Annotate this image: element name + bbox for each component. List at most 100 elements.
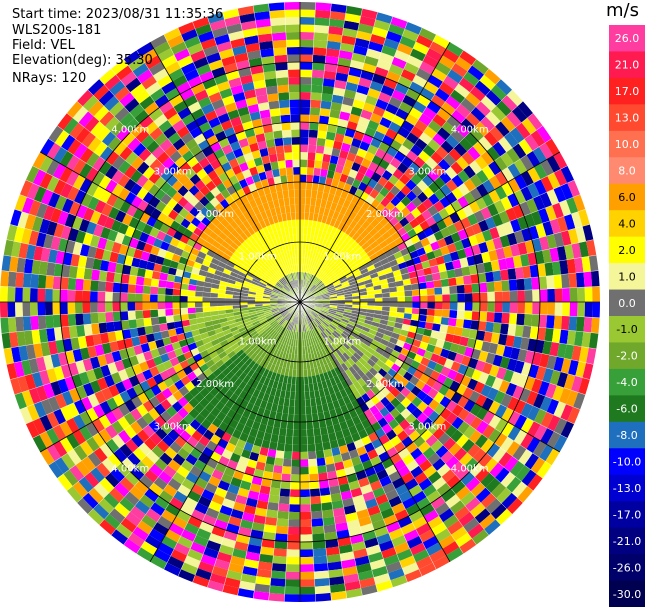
range-gate-cell — [296, 279, 299, 288]
colorbar-tick-label: 0.0 — [618, 297, 636, 310]
range-gate-cell — [241, 332, 250, 339]
range-gate-cell — [293, 272, 297, 280]
range-gate-cell — [288, 291, 295, 297]
range-gate-cell — [159, 272, 168, 281]
range-gate-cell — [348, 229, 357, 238]
range-gate-cell — [259, 358, 267, 367]
range-gate-cell — [463, 71, 480, 87]
range-gate-cell — [82, 290, 91, 302]
range-gate-cell — [194, 151, 206, 163]
range-gate-cell — [53, 263, 63, 277]
range-gate-cell — [273, 332, 280, 340]
range-gate-cell — [259, 330, 267, 338]
range-gate-cell — [275, 145, 285, 154]
range-gate-cell — [224, 214, 234, 224]
range-gate-cell — [167, 383, 179, 395]
range-gate-cell — [160, 330, 170, 339]
range-gate-cell — [57, 473, 73, 491]
range-gate-cell — [388, 281, 397, 288]
range-gate-cell — [276, 518, 289, 527]
range-gate-cell — [322, 516, 336, 526]
range-gate-cell — [288, 258, 293, 266]
range-gate-cell — [231, 329, 240, 336]
range-gate-cell — [338, 149, 349, 160]
range-gate-cell — [255, 259, 263, 267]
range-gate-cell — [173, 282, 182, 290]
range-gate-cell — [130, 421, 143, 435]
range-gate-cell — [202, 354, 212, 364]
range-gate-cell — [305, 406, 312, 415]
range-gate-cell — [500, 269, 509, 281]
range-gate-cell — [191, 329, 201, 337]
range-gate-cell — [279, 359, 285, 368]
range-gate-cell — [336, 212, 345, 222]
range-ring-label: 3.00km — [408, 167, 446, 178]
range-gate-cell — [545, 205, 557, 221]
range-gate-cell — [339, 206, 348, 216]
range-gate-cell — [158, 316, 167, 325]
range-gate-cell — [337, 221, 345, 231]
range-gate-cell — [311, 259, 317, 267]
range-gate-cell — [476, 183, 489, 197]
range-gate-cell — [22, 316, 32, 331]
range-gate-cell — [26, 183, 40, 200]
range-gate-cell — [335, 269, 343, 276]
range-gate-cell — [119, 112, 135, 127]
range-gate-cell — [230, 477, 243, 488]
range-gate-cell — [77, 255, 88, 268]
range-gate-cell — [279, 308, 287, 313]
range-gate-cell — [111, 434, 126, 449]
range-gate-cell — [257, 285, 265, 291]
range-gate-cell — [454, 240, 465, 251]
range-gate-cell — [206, 249, 216, 258]
range-gate-cell — [435, 61, 452, 76]
range-gate-cell — [385, 30, 403, 43]
range-gate-cell — [92, 333, 102, 346]
range-gate-cell — [446, 269, 456, 279]
range-gate-cell — [225, 302, 233, 306]
range-gate-cell — [199, 196, 210, 207]
range-gate-cell — [344, 299, 353, 302]
range-gate-cell — [277, 435, 286, 444]
range-gate-cell — [127, 310, 136, 320]
range-gate-cell — [216, 41, 233, 53]
range-gate-cell — [421, 209, 433, 221]
range-gate-cell — [227, 245, 236, 254]
range-gate-cell — [449, 285, 458, 295]
range-gate-cell — [53, 223, 65, 238]
range-gate-cell — [291, 249, 296, 258]
range-gate-cell — [261, 155, 271, 165]
range-gate-cell — [273, 341, 280, 349]
range-gate-cell — [480, 206, 492, 220]
range-gate-cell — [94, 344, 105, 357]
range-gate-cell — [323, 184, 332, 194]
range-gate-cell — [52, 424, 67, 441]
range-gate-cell — [314, 442, 324, 452]
range-gate-cell — [573, 194, 586, 212]
range-gate-cell — [286, 314, 292, 321]
range-gate-cell — [408, 107, 423, 120]
range-gate-cell — [211, 355, 222, 364]
range-gate-cell — [217, 305, 226, 311]
range-gate-cell — [289, 315, 294, 323]
range-gate-cell — [302, 242, 307, 250]
range-gate-cell — [53, 408, 67, 425]
range-gate-cell — [90, 280, 99, 292]
range-gate-cell — [195, 291, 203, 297]
range-gate-cell — [107, 453, 122, 468]
range-gate-cell — [107, 362, 118, 375]
range-gate-cell — [291, 466, 300, 475]
range-gate-cell — [183, 413, 195, 425]
range-gate-cell — [278, 296, 286, 299]
range-gate-cell — [187, 515, 203, 529]
range-gate-cell — [300, 99, 311, 108]
range-gate-cell — [275, 183, 283, 192]
range-gate-cell — [293, 421, 300, 430]
range-gate-cell — [326, 259, 333, 267]
range-gate-cell — [251, 215, 260, 225]
range-gate-cell — [125, 471, 140, 486]
range-gate-cell — [241, 251, 250, 260]
range-gate-cell — [59, 167, 73, 183]
range-gate-cell — [86, 221, 97, 235]
range-gate-cell — [237, 487, 250, 498]
